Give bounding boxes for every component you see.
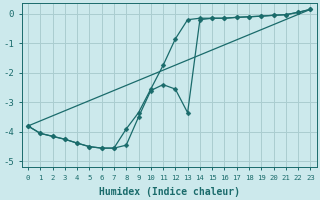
- X-axis label: Humidex (Indice chaleur): Humidex (Indice chaleur): [99, 186, 240, 197]
